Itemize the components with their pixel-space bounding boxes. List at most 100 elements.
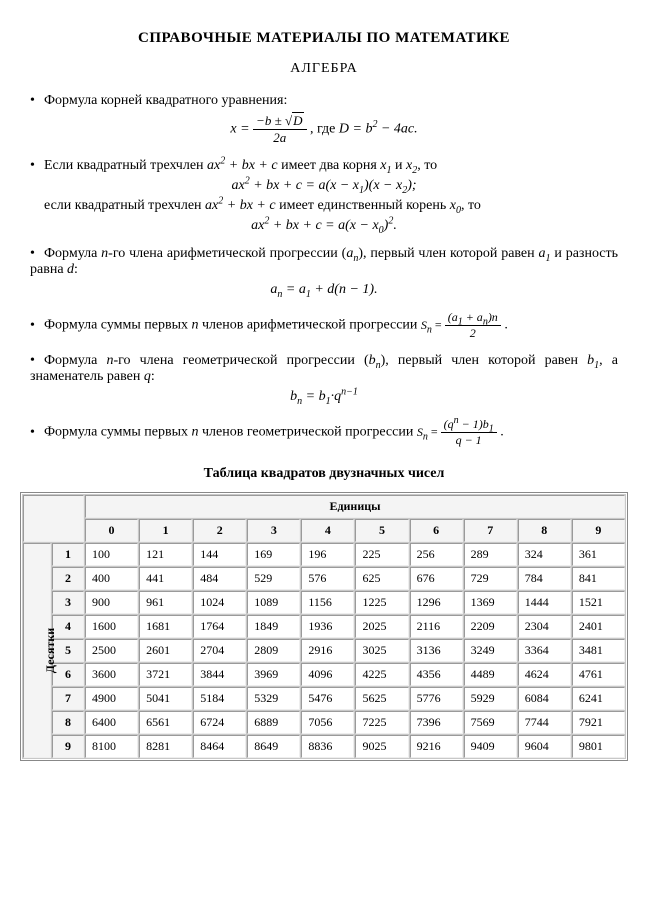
cell: 256 [410,543,463,566]
cell: 7921 [572,711,625,734]
cell: 9216 [410,735,463,758]
col-header: 2 [193,519,246,542]
cell: 324 [518,543,571,566]
cell: 2116 [410,615,463,638]
formula-geom-nth: bn = b1·qn−1 [30,389,618,405]
cell: 961 [139,591,192,614]
col-header: 7 [464,519,517,542]
cell: 676 [410,567,463,590]
row-header: 9 [52,735,84,758]
cell: 7744 [518,711,571,734]
cell: 3481 [572,639,625,662]
cell: 5929 [464,687,517,710]
cell: 1600 [85,615,138,638]
cell: 5041 [139,687,192,710]
col-group-header: Единицы [85,495,625,518]
cell: 7056 [301,711,354,734]
cell: 441 [139,567,192,590]
col-header: 1 [139,519,192,542]
formula-arith-sum: (a1 + an)n 2 [445,310,501,341]
cell: 4225 [355,663,408,686]
cell: 8649 [247,735,300,758]
table-row: 7490050415184532954765625577659296084624… [23,687,625,710]
cell: 576 [301,567,354,590]
cell: 3025 [355,639,408,662]
formula-factor-one: ax2 + bx + c = a(x − x0)2. [30,218,618,234]
cell: 9025 [355,735,408,758]
cell: 100 [85,543,138,566]
cell: 225 [355,543,408,566]
cell: 361 [572,543,625,566]
cell: 4096 [301,663,354,686]
cell: 8100 [85,735,138,758]
cell: 2401 [572,615,625,638]
table-row: 4160016811764184919362025211622092304240… [23,615,625,638]
row-header: 7 [52,687,84,710]
cell: 841 [572,567,625,590]
cell: 3249 [464,639,517,662]
table-col-headers: 0123456789 [23,519,625,542]
formula-factor-two: ax2 + bx + c = a(x − x1)(x − x2); [30,178,618,194]
cell: 484 [193,567,246,590]
cell: 2916 [301,639,354,662]
table-title: Таблица квадратов двузначных чисел [30,466,618,482]
squares-table-wrap: Единицы 0123456789 Десятки11001211441691… [20,492,628,761]
cell: 1444 [518,591,571,614]
cell: 2601 [139,639,192,662]
item-arith-nth: •Формула n-го члена арифметической прогр… [30,246,618,298]
cell: 3844 [193,663,246,686]
cell: 6241 [572,687,625,710]
table-row: 390096110241089115612251296136914441521 [23,591,625,614]
col-header: 5 [355,519,408,542]
table-row: 6360037213844396940964225435644894624476… [23,663,625,686]
section-heading: АЛГЕБРА [30,61,618,77]
cell: 5184 [193,687,246,710]
cell: 6724 [193,711,246,734]
cell: 2304 [518,615,571,638]
cell: 5329 [247,687,300,710]
cell: 5476 [301,687,354,710]
cell: 1024 [193,591,246,614]
cell: 3136 [410,639,463,662]
table-row: 5250026012704280929163025313632493364348… [23,639,625,662]
item-geom-sum: •Формула суммы первых n членов геометрич… [30,417,618,448]
cell: 169 [247,543,300,566]
cell: 1681 [139,615,192,638]
cell: 6561 [139,711,192,734]
cell: 9801 [572,735,625,758]
cell: 400 [85,567,138,590]
cell: 6889 [247,711,300,734]
row-header: 2 [52,567,84,590]
formula-geom-sum: (qn − 1)b1 q − 1 [441,417,497,448]
row-header: 8 [52,711,84,734]
table-row: 2400441484529576625676729784841 [23,567,625,590]
page-title: СПРАВОЧНЫЕ МАТЕРИАЛЫ ПО МАТЕМАТИКЕ [30,30,618,47]
col-header: 9 [572,519,625,542]
col-header: 3 [247,519,300,542]
text-single-root: если квадратный трехчлен ax2 + bx + c им… [30,198,618,214]
row-header: 3 [52,591,84,614]
item-trinomial-two-roots: •Если квадратный трехчлен ax2 + bx + c и… [30,158,618,234]
cell: 2025 [355,615,408,638]
col-header: 6 [410,519,463,542]
cell: 7225 [355,711,408,734]
cell: 8836 [301,735,354,758]
cell: 3969 [247,663,300,686]
cell: 1089 [247,591,300,614]
col-header: 4 [301,519,354,542]
table-row: 8640065616724688970567225739675697744792… [23,711,625,734]
cell: 4624 [518,663,571,686]
cell: 1225 [355,591,408,614]
col-header: 8 [518,519,571,542]
cell: 5625 [355,687,408,710]
cell: 4489 [464,663,517,686]
cell: 729 [464,567,517,590]
cell: 1849 [247,615,300,638]
cell: 289 [464,543,517,566]
cell: 1521 [572,591,625,614]
table-header-row: Единицы [23,495,625,518]
cell: 7396 [410,711,463,734]
cell: 8464 [193,735,246,758]
squares-table: Единицы 0123456789 Десятки11001211441691… [22,494,626,759]
cell: 1936 [301,615,354,638]
